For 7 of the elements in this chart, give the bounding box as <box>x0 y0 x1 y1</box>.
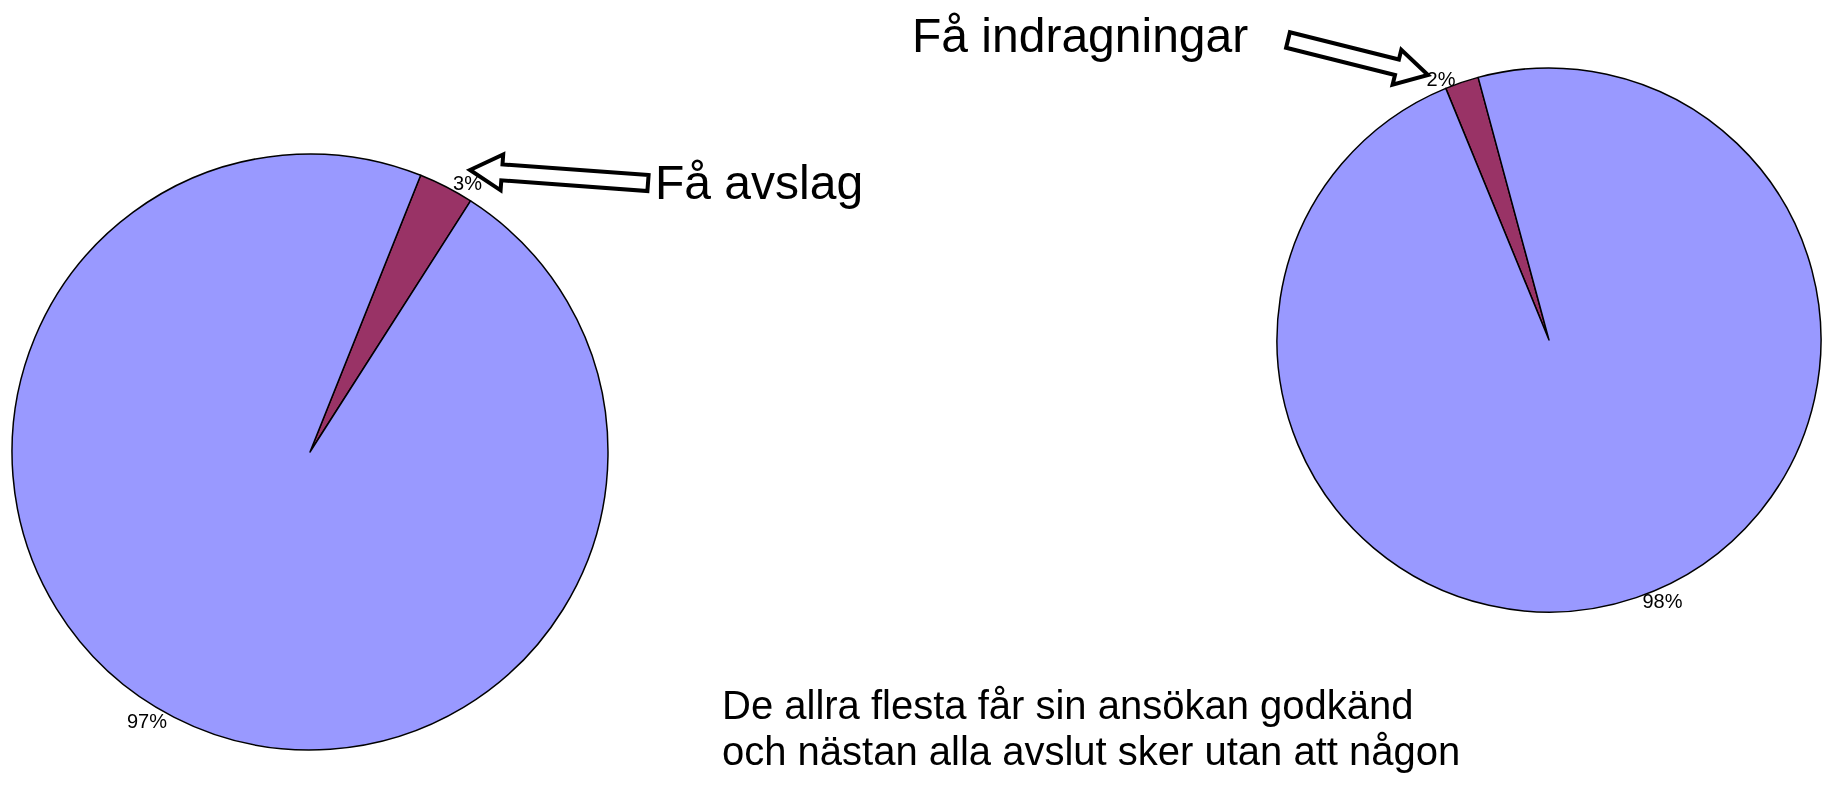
data-label: 97% <box>126 709 168 732</box>
text: Få indragningar <box>912 8 1249 64</box>
text: De allra flesta får sin ansökan godkänd och nästan alla avslut sker utan att någon <box>722 682 1461 774</box>
data-label: 3% <box>453 172 483 195</box>
data-label: 2% <box>1426 67 1456 90</box>
data-label: 98% <box>1642 590 1683 613</box>
text: Få avslag <box>655 155 864 211</box>
